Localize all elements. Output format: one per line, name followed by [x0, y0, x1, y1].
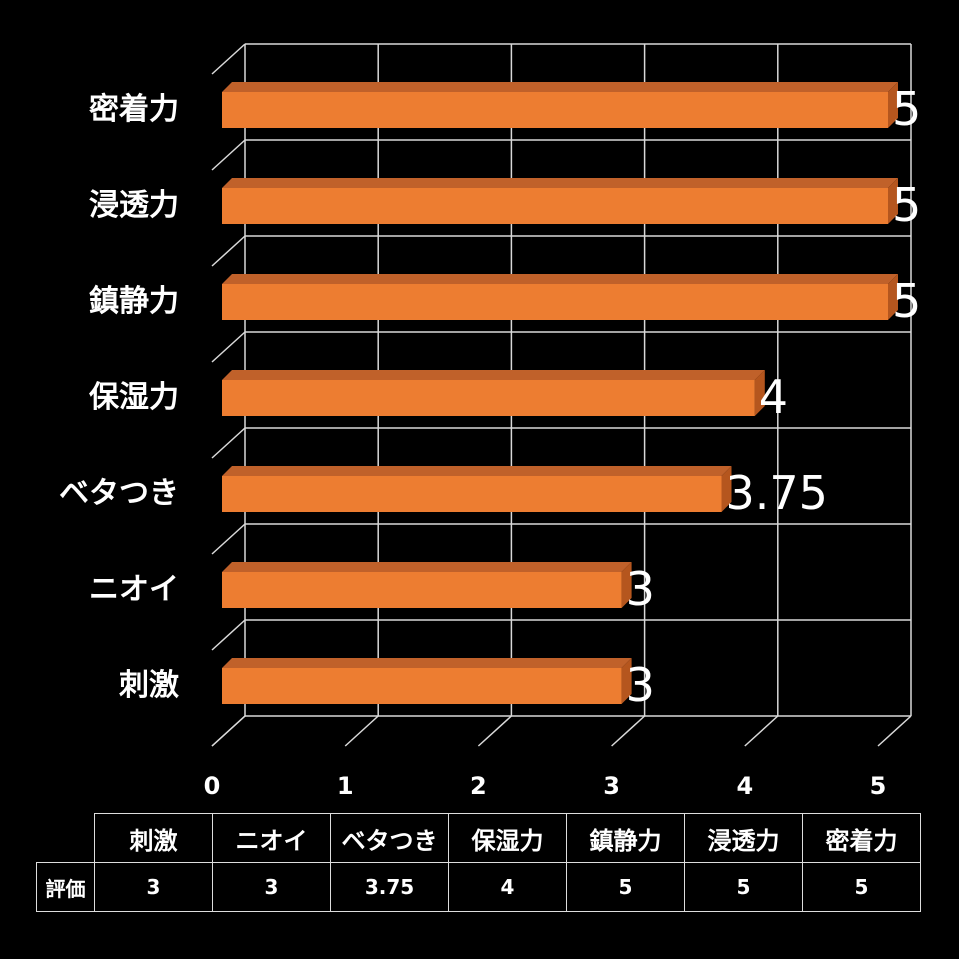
table-cell: 3 — [94, 862, 213, 912]
bar — [222, 178, 898, 224]
table-header-row: 刺激 ニオイ ベタつき 保湿力 鎮静力 浸透力 密着力 — [36, 813, 921, 863]
x-tick-label: 1 — [336, 772, 354, 800]
value-label: 3 — [625, 658, 655, 712]
value-label: 4 — [758, 370, 789, 424]
value-label: 5 — [892, 82, 922, 136]
category-label: 浸透力 — [89, 188, 179, 223]
table-corner — [36, 813, 95, 863]
table-cell: 4 — [448, 862, 567, 912]
x-tick-label: 0 — [203, 772, 221, 800]
bar — [222, 274, 898, 320]
category-label: ニオイ — [89, 572, 179, 607]
bar — [222, 370, 765, 416]
table-cell: 3.75 — [330, 862, 449, 912]
table-col-header: 密着力 — [802, 813, 921, 863]
value-label: 5 — [892, 178, 922, 232]
category-label: 保湿力 — [89, 380, 179, 415]
table-col-header: 保湿力 — [448, 813, 567, 863]
table-col-header: 浸透力 — [684, 813, 803, 863]
table-cell: 3 — [212, 862, 331, 912]
category-label: 密着力 — [89, 92, 179, 127]
bar — [222, 82, 898, 128]
table-cell: 5 — [802, 862, 921, 912]
x-tick-label: 3 — [603, 772, 620, 800]
x-tick-label: 5 — [869, 772, 887, 800]
x-tick-label: 2 — [470, 772, 487, 800]
table-row-header: 評価 — [36, 862, 95, 912]
table-row: 評価 3 3 3.75 4 5 5 5 — [36, 862, 921, 912]
value-label: 5 — [892, 274, 922, 328]
bar — [222, 466, 732, 512]
table-col-header: 刺激 — [94, 813, 213, 863]
bar — [222, 562, 632, 608]
category-label: 刺激 — [119, 668, 179, 703]
data-table: 刺激 ニオイ ベタつき 保湿力 鎮静力 浸透力 密着力 評価 3 3 3.75 … — [36, 813, 921, 912]
bar — [222, 658, 632, 704]
table-col-header: 鎮静力 — [566, 813, 685, 863]
value-label: 3.75 — [725, 466, 828, 520]
table-col-header: ベタつき — [330, 813, 449, 863]
category-label: ベタつき — [59, 476, 179, 511]
x-tick-label: 4 — [736, 772, 754, 800]
table-col-header: ニオイ — [212, 813, 331, 863]
chart-bars — [222, 82, 898, 704]
category-label: 鎮静力 — [89, 284, 179, 319]
value-label: 3 — [625, 562, 655, 616]
table-cell: 5 — [566, 862, 685, 912]
table-cell: 5 — [684, 862, 803, 912]
